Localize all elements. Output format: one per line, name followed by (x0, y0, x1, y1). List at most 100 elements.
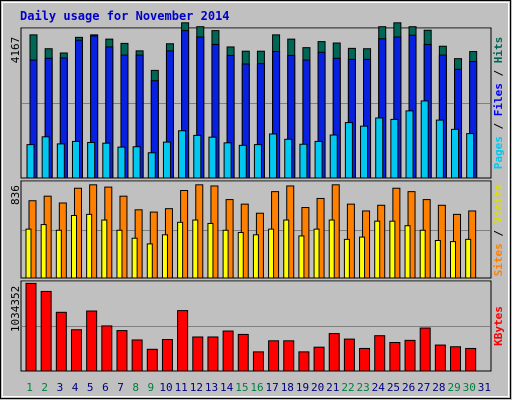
kbytes-bar (146, 348, 158, 372)
day-label: 21 (326, 381, 339, 394)
pages-bar (284, 138, 293, 179)
kbytes-bar (25, 282, 37, 372)
visits-bar (252, 234, 259, 279)
pages-bar (314, 140, 323, 179)
kbytes-bar (177, 310, 189, 372)
sites-visits-legend: Sites / Visits (492, 184, 505, 277)
chart-legends: Pages / Files / Hits Sites / Visits KBytes (492, 37, 505, 346)
pages-bar (299, 143, 308, 179)
visits-bar (237, 232, 244, 279)
pages-bar (26, 144, 35, 179)
visits-bar (434, 240, 441, 279)
visits-bar (86, 213, 93, 279)
day-label: 12 (190, 381, 203, 394)
chart-bars (25, 22, 478, 372)
pages-bar (71, 140, 80, 179)
pages-bar (223, 142, 232, 179)
kbytes-bar (252, 351, 264, 372)
day-label: 6 (102, 381, 109, 394)
visits-bar (268, 228, 275, 279)
visits-bar (374, 220, 381, 279)
day-label: 10 (159, 381, 172, 394)
day-label: 5 (87, 381, 94, 394)
kbytes-bar (343, 338, 355, 372)
kbytes-bar (40, 290, 52, 372)
visits-bar (70, 215, 77, 279)
visits-bar (192, 219, 199, 279)
hits-files-pages-legend: Pages / Files / Hits (492, 37, 505, 170)
kbytes-bar (55, 311, 67, 372)
pages-bar (405, 110, 414, 179)
pages-bar (178, 130, 187, 179)
visits-bar (161, 234, 168, 279)
pages-bar (390, 118, 399, 179)
kbytes-bar (161, 339, 173, 372)
pages-bar (344, 122, 353, 179)
day-label: 4 (72, 381, 79, 394)
visits-bar (283, 219, 290, 279)
pages-bar (435, 119, 444, 179)
pages-bar (238, 144, 247, 179)
kbytes-bar (283, 340, 295, 372)
pages-bar (253, 144, 262, 179)
day-label: 30 (463, 381, 476, 394)
pages-bar (117, 146, 126, 179)
pages-bar (147, 152, 156, 179)
visits-bar (313, 228, 320, 279)
kbytes-bar (192, 336, 204, 372)
pages-bar (132, 146, 141, 179)
day-label: 9 (148, 381, 155, 394)
visits-bar (450, 241, 457, 279)
visits-bar (298, 235, 305, 279)
day-label: 13 (205, 381, 218, 394)
visits-bar (465, 238, 472, 279)
day-label: 29 (447, 381, 460, 394)
kbytes-bar (359, 347, 371, 372)
day-label: 26 (402, 381, 415, 394)
visits-bar (146, 243, 153, 279)
visits-bar (40, 224, 47, 279)
visits-bar (116, 229, 123, 279)
day-label: 17 (266, 381, 279, 394)
visits-bar (177, 221, 184, 279)
visits-bar (207, 222, 214, 279)
kbytes-bar (237, 333, 249, 372)
day-label: 18 (281, 381, 294, 394)
visits-bar (389, 220, 396, 279)
kbytes-bar (101, 325, 113, 372)
day-label: 11 (175, 381, 188, 394)
kbytes-bar (404, 339, 416, 372)
pages-bar (87, 141, 96, 179)
day-label: 20 (311, 381, 324, 394)
day-label: 7 (117, 381, 124, 394)
pages-bar (420, 100, 429, 179)
kbytes-bar (328, 333, 340, 372)
day-label: 25 (387, 381, 400, 394)
kbytes-bar (419, 327, 431, 372)
kbytes-bar (131, 339, 143, 372)
pages-bar (56, 143, 65, 179)
day-label: 27 (417, 381, 430, 394)
visits-bar (101, 219, 108, 279)
day-label: 1 (26, 381, 33, 394)
kbytes-bar (374, 335, 386, 372)
day-labels: 1 2 3 4 5 6 7 8 9 10 11 12 13 14 15 16 17 18 19 20 21 22 23 24 2… (26, 381, 491, 394)
day-label: 23 (357, 381, 370, 394)
day-label: 16 (250, 381, 263, 394)
pages-bar (208, 136, 217, 179)
kbytes-legend: KBytes (492, 306, 505, 346)
visits-bar (131, 237, 138, 279)
kbytes-bar (268, 340, 280, 372)
chart-title: Daily usage for November 2014 (20, 9, 230, 23)
pages-bar (162, 141, 171, 179)
kbytes-bar (222, 330, 234, 372)
pages-bar (451, 128, 460, 179)
kbytes-bar (465, 347, 477, 372)
kbytes-ymax-label: 1034352 (9, 286, 22, 332)
sites-ymax-label: 836 (9, 185, 22, 205)
pages-bar (466, 133, 475, 179)
pages-bar (193, 134, 202, 179)
pages-bar (375, 117, 384, 179)
day-label: 19 (296, 381, 309, 394)
